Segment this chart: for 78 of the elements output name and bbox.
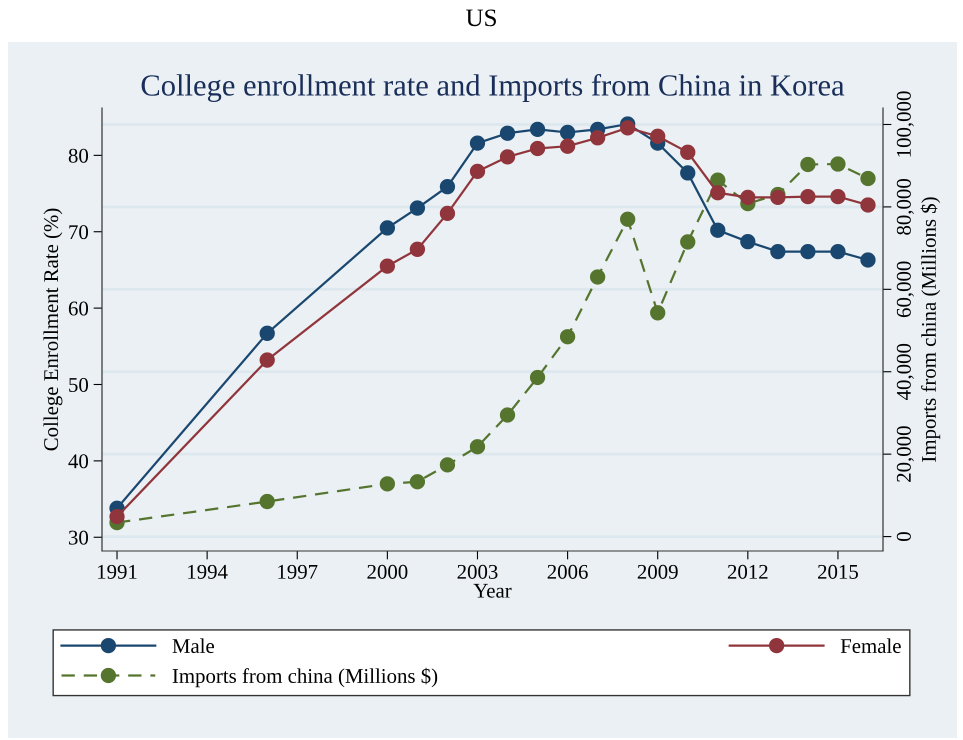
x-tick-label: 2003 — [458, 564, 498, 579]
point — [410, 200, 426, 216]
point — [650, 305, 666, 320]
y2-tick-label: 60,000 — [896, 261, 914, 318]
x-tick-label: 2009 — [638, 564, 678, 579]
point — [770, 244, 786, 260]
point — [560, 124, 576, 140]
point — [770, 190, 786, 206]
point — [860, 197, 876, 213]
x-tick-label: 1991 — [98, 564, 137, 579]
legend-label: Imports from china (Millions $) — [172, 668, 438, 688]
point — [830, 188, 846, 204]
point — [440, 206, 456, 222]
point — [530, 122, 546, 138]
y-tick-label: 70 — [69, 225, 88, 240]
chart-subtitle: College enrollment rate and Imports from China in Korea — [142, 74, 844, 102]
y-axis-title: College Enrollment Rate (%) — [43, 208, 62, 450]
y2-tick-label: 80,000 — [896, 179, 914, 235]
point — [470, 164, 486, 180]
point — [260, 494, 275, 510]
y-tick-label: 40 — [68, 454, 88, 468]
y-tick-label: 30 — [68, 530, 88, 545]
point — [440, 179, 456, 194]
point — [650, 128, 666, 144]
y2-tick-label: 20,000 — [896, 426, 914, 482]
x-tick-label: 1997 — [278, 564, 318, 579]
x-axis-title: Year — [474, 584, 512, 598]
point — [410, 474, 426, 490]
point — [590, 269, 606, 285]
point — [740, 190, 756, 206]
legend-label: Male — [172, 638, 214, 654]
point — [500, 149, 516, 165]
x-tick-label: 2000 — [367, 564, 408, 579]
point — [109, 508, 125, 524]
point — [860, 252, 876, 268]
point — [800, 156, 816, 172]
point — [710, 222, 726, 238]
point — [680, 165, 696, 181]
point — [590, 130, 606, 146]
point — [560, 329, 576, 344]
point — [470, 135, 486, 151]
point — [860, 170, 876, 186]
point — [620, 120, 636, 136]
point — [260, 352, 275, 368]
point — [680, 234, 696, 250]
point — [710, 185, 726, 200]
point — [380, 476, 396, 492]
point — [380, 220, 396, 236]
point — [470, 439, 486, 454]
point — [410, 242, 426, 257]
y2-tick-label: 100,000 — [896, 91, 914, 157]
point — [830, 244, 846, 260]
point — [620, 212, 636, 227]
y2-axis-title: Imports from china (Millions $) — [920, 197, 940, 462]
point — [380, 258, 396, 274]
legend-label: Female — [840, 638, 901, 654]
point — [530, 140, 546, 156]
x-tick-label: 2015 — [818, 564, 858, 579]
point — [560, 138, 576, 154]
point — [830, 156, 846, 172]
point — [440, 457, 456, 473]
y-tick-label: 50 — [69, 378, 88, 392]
y-tick-label: 60 — [68, 301, 88, 316]
point — [530, 370, 546, 386]
point — [500, 407, 516, 423]
y-tick-label: 80 — [68, 148, 88, 163]
point — [680, 144, 696, 160]
point — [260, 326, 275, 341]
point — [800, 244, 816, 260]
point — [500, 126, 516, 141]
x-tick-label: 2006 — [548, 564, 588, 579]
x-tick-label: 1994 — [188, 564, 228, 579]
y2-tick-label: 0 — [896, 532, 911, 541]
y2-tick-label: 40,000 — [896, 344, 914, 400]
x-tick-label: 2012 — [728, 564, 768, 579]
point — [740, 234, 756, 250]
chart-title: US — [466, 9, 496, 26]
point — [800, 188, 816, 204]
